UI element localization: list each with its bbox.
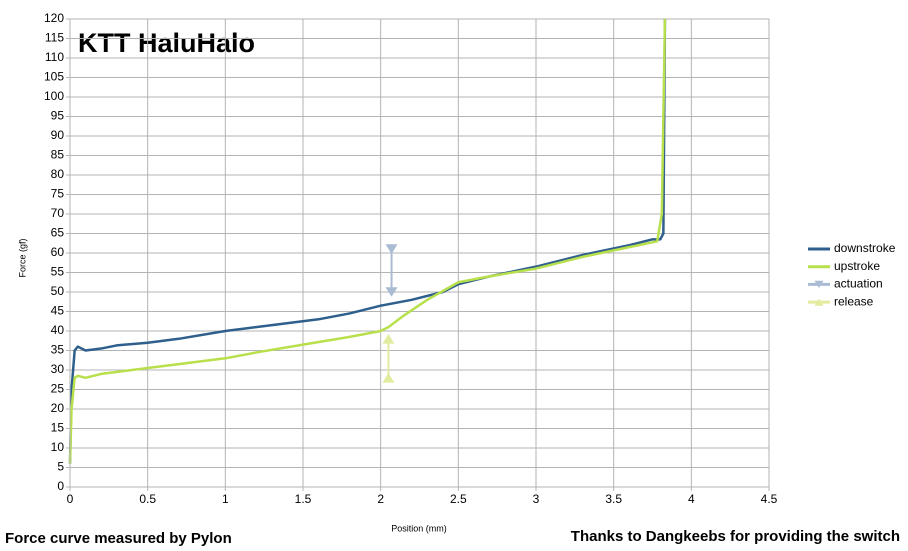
y-tick-label: 50	[51, 284, 65, 298]
x-tick-label: 1	[222, 492, 229, 506]
y-tick-label: 105	[44, 70, 64, 84]
y-tick-label: 35	[51, 343, 65, 357]
y-tick-label: 10	[51, 440, 65, 454]
y-tick-label: 40	[51, 323, 65, 337]
y-tick-label: 30	[51, 362, 65, 376]
y-tick-label: 20	[51, 401, 65, 415]
series-marker	[385, 287, 398, 297]
y-tick-label: 65	[51, 226, 65, 240]
y-tick-label: 85	[51, 148, 65, 162]
legend-marker	[814, 298, 824, 306]
legend-label: downstroke	[834, 241, 896, 255]
x-tick-label: 2.5	[450, 492, 467, 506]
y-tick-label: 110	[45, 50, 64, 64]
x-tick-label: 0.5	[139, 492, 156, 506]
chart-title: KTT HaluHalo	[78, 28, 255, 58]
y-tick-label: 60	[51, 245, 65, 259]
x-tick-label: 4.5	[761, 492, 778, 506]
series-marker	[382, 373, 395, 383]
y-axis-label: Force (gf)	[17, 238, 27, 277]
y-tick-label: 5	[57, 460, 64, 474]
y-tick-label: 70	[51, 206, 65, 220]
y-tick-label: 15	[51, 421, 65, 435]
footer-right: Thanks to Dangkeebs for providing the sw…	[571, 528, 900, 545]
series-marker	[385, 244, 398, 254]
series-line	[68, 18, 667, 464]
y-tick-label: 100	[44, 89, 64, 103]
y-tick-label: 95	[51, 109, 65, 123]
y-tick-label: 25	[51, 382, 65, 396]
x-tick-label: 3	[533, 492, 540, 506]
x-tick-label: 0	[67, 492, 74, 506]
y-tick-label: 90	[51, 128, 65, 142]
x-tick-label: 2	[377, 492, 384, 506]
legend-label: release	[834, 294, 874, 308]
x-axis-label: Position (mm)	[391, 523, 447, 533]
legend-label: upstroke	[834, 259, 880, 273]
series-line	[68, 18, 667, 464]
x-tick-label: 3.5	[605, 492, 622, 506]
footer-left: Force curve measured by Pylon	[5, 530, 232, 547]
y-tick-label: 80	[51, 167, 65, 181]
legend-label: actuation	[834, 277, 883, 291]
y-tick-label: 45	[51, 304, 65, 318]
y-tick-label: 55	[51, 265, 65, 279]
x-tick-label: 4	[688, 492, 695, 506]
y-tick-label: 75	[51, 187, 65, 201]
y-tick-label: 120	[44, 11, 64, 25]
series-marker	[382, 334, 395, 344]
y-tick-label: 115	[45, 31, 64, 45]
y-tick-label: 0	[57, 479, 64, 493]
x-tick-label: 1.5	[295, 492, 312, 506]
legend-marker	[814, 280, 824, 288]
